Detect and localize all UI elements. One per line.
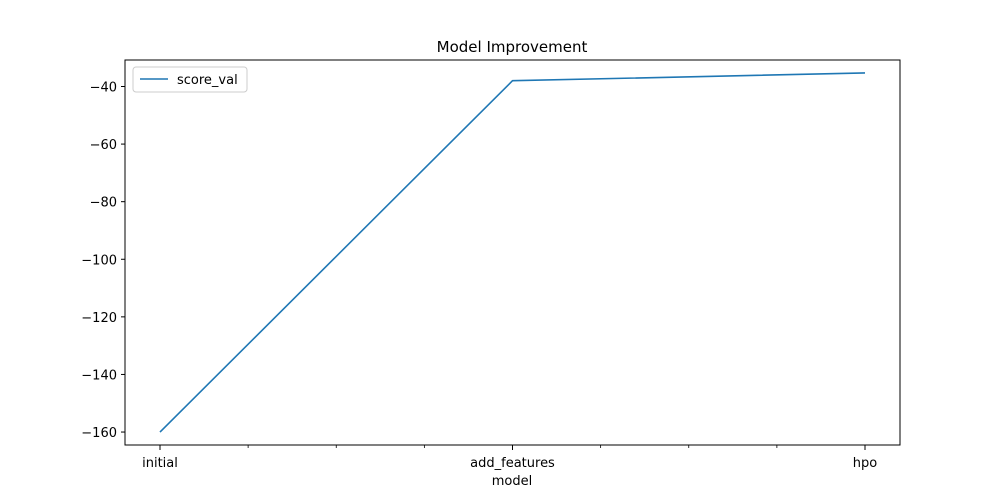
y-axis-ticks: −160 −140 −120 −100 −80 −60 −40 (81, 80, 125, 441)
chart-title: Model Improvement (437, 38, 588, 56)
x-tick-label: hpo (853, 456, 877, 471)
y-tick-label: −120 (81, 311, 117, 326)
y-tick-label: −40 (90, 80, 117, 95)
legend-label-score-val: score_val (177, 73, 238, 88)
y-tick-label: −100 (81, 253, 117, 268)
x-axis-ticks: initial add_features hpo (142, 445, 877, 471)
x-tick-label: add_features (470, 456, 555, 471)
series-line-score-val (159, 72, 866, 433)
y-tick-label: −60 (90, 138, 117, 153)
legend-frame (132, 66, 248, 93)
plot-area-frame (124, 59, 901, 446)
y-tick-label: −140 (81, 368, 117, 383)
y-tick-label: −80 (90, 196, 117, 211)
x-tick-label: initial (142, 456, 178, 471)
x-axis-label: model (492, 474, 532, 489)
series-layer (159, 72, 866, 433)
y-tick-label: −160 (81, 426, 117, 441)
legend: score_val (132, 66, 248, 93)
